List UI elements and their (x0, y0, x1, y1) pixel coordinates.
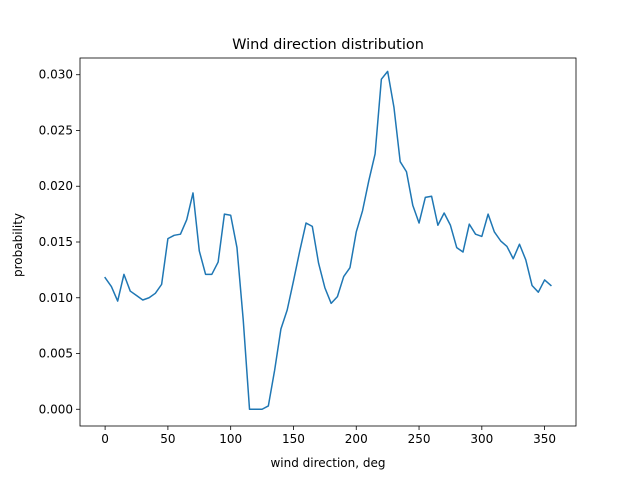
x-axis-label: wind direction, deg (270, 456, 385, 470)
x-tick-label-1: 50 (160, 432, 175, 446)
y-tick-label-4: 0.020 (39, 179, 73, 193)
y-tick-label-0: 0.000 (39, 402, 73, 416)
x-tick-label-5: 250 (408, 432, 431, 446)
y-axis-label: probability (11, 213, 25, 277)
y-tick-label-1: 0.005 (39, 347, 73, 361)
chart-title: Wind direction distribution (232, 37, 424, 53)
plot-area: 0 50 100 150 200 250 300 350 0.000 0.005 0.010 0.01… (39, 57, 577, 446)
y-tick-label-5: 0.025 (39, 123, 73, 137)
x-tick-label-2: 100 (219, 432, 242, 446)
x-tick-label-3: 150 (282, 432, 305, 446)
x-tick-label-4: 200 (345, 432, 368, 446)
series-line-0 (104, 70, 552, 411)
x-tick-label-7: 350 (533, 432, 556, 446)
x-tick-label-0: 0 (101, 432, 109, 446)
y-tick-label-6: 0.030 (39, 68, 73, 82)
y-tick-label-3: 0.015 (39, 235, 73, 249)
y-tick-label-2: 0.010 (39, 291, 73, 305)
x-tick-label-6: 300 (470, 432, 493, 446)
